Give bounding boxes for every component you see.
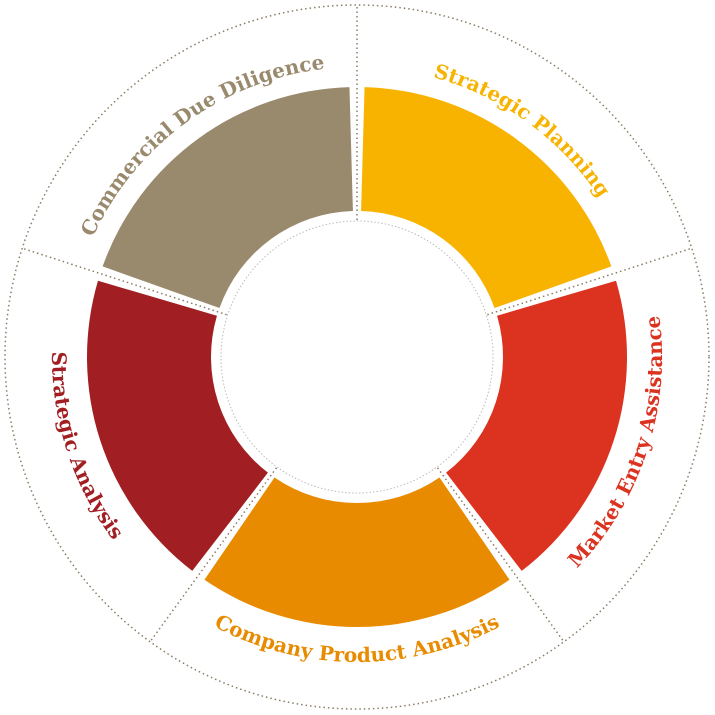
segments [86,87,627,627]
center-circle [220,220,494,494]
segment [204,477,510,627]
outer-ring [4,4,710,710]
segment [446,280,627,571]
segment [86,280,268,571]
segment [361,87,612,309]
segment [102,87,353,309]
